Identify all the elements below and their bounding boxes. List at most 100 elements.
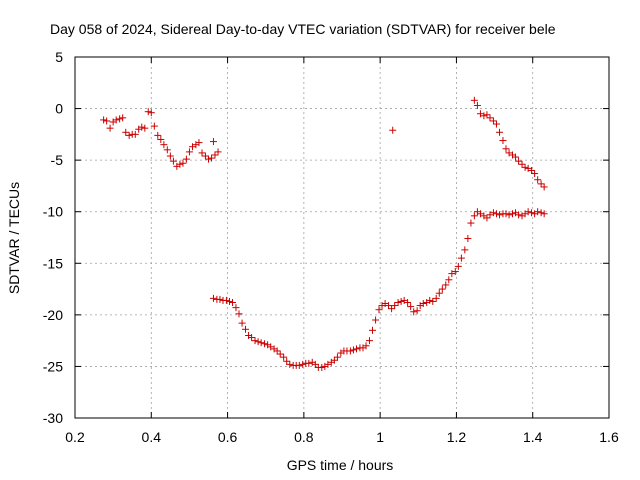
- x-tick-label: 0.4: [142, 429, 162, 445]
- data-point: [261, 340, 269, 348]
- grid-lines: [75, 57, 609, 418]
- data-point: [407, 303, 415, 311]
- data-point: [299, 360, 307, 368]
- data-point: [496, 128, 504, 136]
- data-point: [198, 149, 206, 157]
- y-tick-label: 5: [55, 49, 63, 65]
- data-point: [389, 126, 397, 134]
- data-point: [273, 347, 281, 355]
- data-point: [429, 297, 437, 305]
- data-point: [232, 304, 240, 312]
- data-point: [410, 308, 418, 316]
- data-point: [257, 339, 265, 347]
- x-tick-label: 1.2: [447, 429, 467, 445]
- data-point: [483, 111, 491, 119]
- data-point: [388, 305, 396, 313]
- data-point: [214, 148, 222, 156]
- data-point: [209, 138, 217, 146]
- data-point: [534, 176, 542, 184]
- data-point: [248, 334, 256, 342]
- data-point: [502, 210, 510, 218]
- data-point: [480, 112, 488, 120]
- x-tick-label: 1.4: [523, 429, 543, 445]
- data-point: [195, 139, 203, 147]
- x-tick-label: 0.6: [218, 429, 238, 445]
- data-point: [150, 122, 158, 130]
- data-point: [182, 155, 190, 163]
- y-tick-label: -15: [43, 255, 63, 271]
- data-point: [349, 346, 357, 354]
- data-point: [141, 124, 149, 132]
- data-point: [445, 276, 453, 284]
- data-point: [397, 297, 405, 305]
- data-point: [531, 170, 539, 178]
- data-point: [524, 208, 532, 216]
- data-point: [528, 209, 536, 217]
- data-point: [492, 120, 500, 128]
- data-point: [305, 359, 313, 367]
- data-point: [216, 295, 224, 303]
- data-point: [534, 208, 542, 216]
- y-tick-label: -5: [51, 152, 64, 168]
- data-point: [404, 298, 412, 306]
- data-point: [157, 136, 165, 144]
- data-point: [100, 116, 108, 124]
- data-point: [106, 124, 114, 132]
- data-point: [489, 117, 497, 125]
- data-point: [540, 183, 548, 191]
- data-point: [254, 338, 262, 346]
- data-point: [486, 114, 494, 122]
- data-point: [131, 130, 139, 138]
- data-point: [515, 157, 523, 165]
- data-point: [163, 146, 171, 154]
- y-tick-label: -30: [43, 410, 63, 426]
- data-point: [521, 163, 529, 171]
- data-point: [442, 281, 450, 289]
- data-point: [225, 297, 233, 305]
- data-point: [470, 212, 478, 220]
- data-point: [333, 353, 341, 361]
- data-point: [515, 211, 523, 219]
- data-point: [330, 356, 338, 364]
- data-point: [492, 210, 500, 218]
- data-point: [435, 289, 443, 297]
- data-point: [508, 210, 516, 218]
- data-point: [528, 166, 536, 174]
- data-point: [461, 246, 469, 254]
- data-point: [537, 180, 545, 188]
- data-point: [208, 154, 216, 162]
- data-point: [454, 262, 462, 270]
- y-axis-label: SDTVAR / TECUs: [6, 182, 22, 294]
- data-point: [385, 302, 393, 310]
- data-point: [154, 131, 162, 139]
- data-point: [280, 353, 288, 361]
- data-point: [295, 361, 303, 369]
- data-point: [502, 145, 510, 153]
- data-point: [426, 296, 434, 304]
- data-point: [176, 160, 184, 168]
- data-point: [394, 298, 402, 306]
- data-point: [505, 211, 513, 219]
- data-point: [432, 294, 440, 302]
- data-point: [201, 152, 209, 160]
- data-point: [470, 96, 478, 104]
- data-point: [147, 109, 155, 117]
- data-point: [185, 148, 193, 156]
- data-point: [483, 214, 491, 222]
- data-point: [537, 209, 545, 217]
- x-tick-label: 1.6: [599, 429, 619, 445]
- chart-title: Day 058 of 2024, Sidereal Day-to-day VTE…: [50, 21, 556, 37]
- data-point: [229, 298, 237, 306]
- data-point: [464, 235, 472, 243]
- data-point: [160, 141, 168, 149]
- y-tick-label: -20: [43, 307, 63, 323]
- data-point: [346, 347, 354, 355]
- data-point: [311, 360, 319, 368]
- data-point: [413, 307, 421, 315]
- data-point: [144, 108, 152, 116]
- data-point: [209, 294, 217, 302]
- data-point: [211, 151, 219, 159]
- x-axis-label: GPS time / hours: [287, 457, 394, 473]
- data-point: [372, 316, 380, 324]
